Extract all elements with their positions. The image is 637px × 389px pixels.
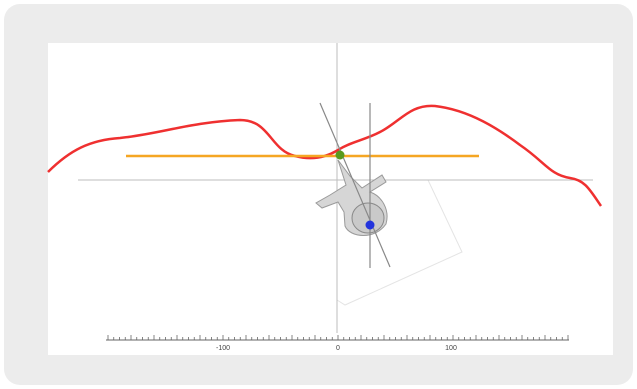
blue-marker <box>366 221 375 230</box>
ruler-label: -100 <box>216 345 230 352</box>
green-marker <box>336 151 345 160</box>
viewer: -100 0 100 <box>0 0 637 389</box>
ruler-label: 0 <box>336 345 340 352</box>
page: -100 0 100 (() => { const data = JSON.pa… <box>0 0 637 389</box>
ruler-label: 100 <box>445 345 457 352</box>
